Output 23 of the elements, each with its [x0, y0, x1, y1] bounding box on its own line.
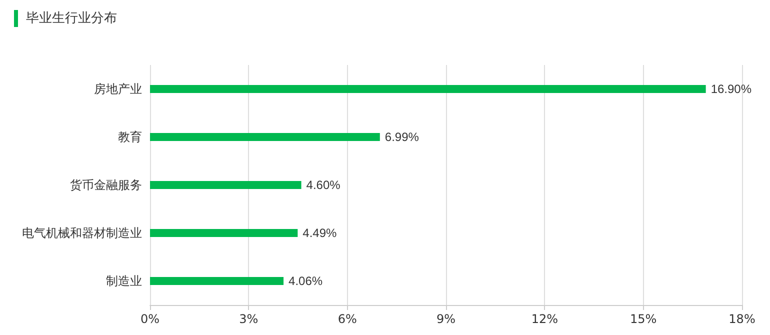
- y-tick-label: 教育: [118, 130, 142, 144]
- x-tick-label: 6%: [338, 312, 357, 326]
- bar: [150, 133, 380, 141]
- data-label: 4.60%: [306, 178, 341, 192]
- bar: [150, 85, 706, 93]
- bar: [150, 181, 302, 189]
- y-tick-label: 货币金融服务: [70, 178, 142, 192]
- x-tick-label: 3%: [239, 312, 258, 326]
- x-tick-label: 9%: [436, 312, 456, 326]
- data-label: 4.06%: [288, 274, 323, 288]
- x-tick-label: 0%: [140, 312, 160, 326]
- y-tick-label: 电气机械和器材制造业: [22, 226, 142, 240]
- bar: [150, 229, 298, 237]
- data-label: 4.49%: [302, 226, 338, 240]
- bar: [150, 277, 284, 285]
- chart-title: 毕业生行业分布: [26, 10, 117, 27]
- y-tick-label: 制造业: [106, 274, 142, 288]
- x-tick-label: 12%: [531, 312, 558, 326]
- y-tick-label: 房地产业: [94, 82, 142, 96]
- x-tick-label: 15%: [630, 312, 657, 326]
- data-label: 16.90%: [710, 82, 752, 96]
- data-label: 6.99%: [384, 130, 420, 144]
- x-tick-label: 18%: [728, 312, 756, 326]
